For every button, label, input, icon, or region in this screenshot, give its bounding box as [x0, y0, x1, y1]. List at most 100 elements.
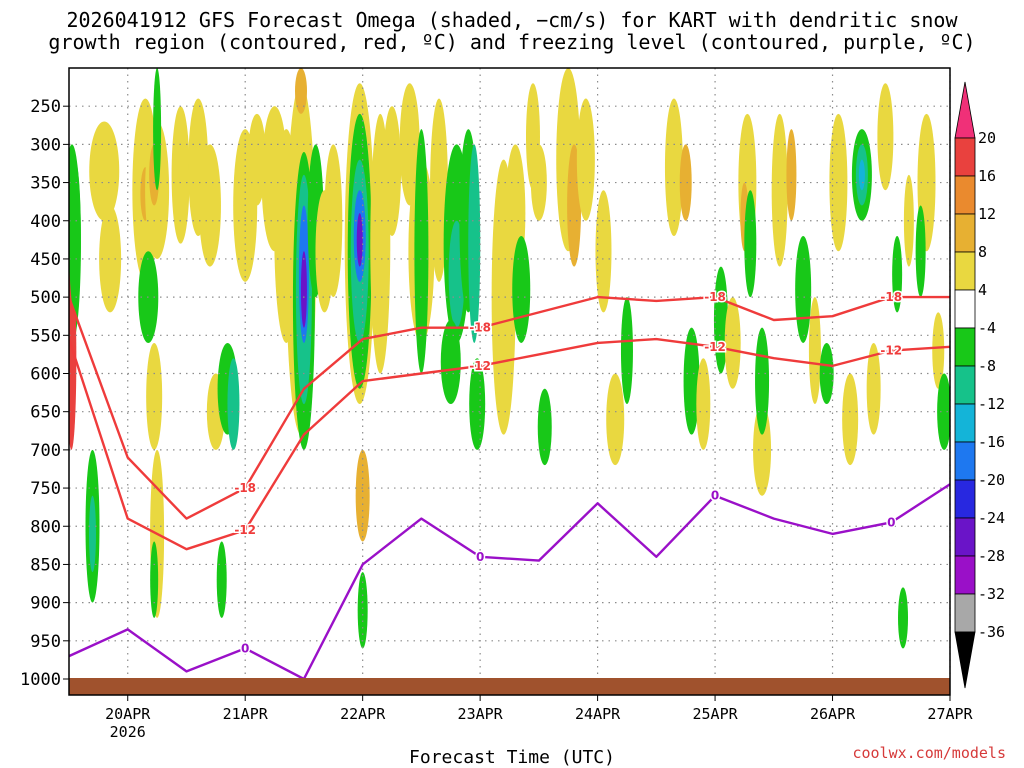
omega-region [468, 144, 481, 343]
colorbar-swatch [954, 327, 976, 367]
colorbar-label: 4 [978, 281, 987, 299]
colorbar-label: -8 [978, 357, 996, 375]
omega-region [829, 113, 848, 252]
contour-label: 0 [476, 550, 484, 564]
omega-region [469, 358, 486, 450]
omega-region [440, 320, 461, 405]
omega-region [877, 83, 894, 191]
colorbar-label: -4 [978, 319, 996, 337]
colorbar-swatch [954, 441, 976, 481]
omega-region [171, 106, 190, 244]
x-tick-label: 23APR [458, 705, 504, 723]
chart-title-line-1: 2026041912 GFS Forecast Omega (shaded, −… [66, 8, 958, 32]
colorbar-label: 16 [978, 167, 996, 185]
omega-region [808, 297, 821, 405]
omega-region [786, 129, 797, 221]
colorbar: 20 16 12 8 4 -4 -8 -12 -16 -20 -24 -28 -32 -36 [954, 81, 1005, 689]
omega-region [595, 190, 612, 313]
colorbar-swatch [954, 365, 976, 405]
colorbar-swatch [954, 631, 976, 689]
omega-region [753, 404, 772, 496]
contour-label: -18 [469, 321, 491, 335]
contour-line-0 [69, 483, 950, 679]
colorbar-swatch [954, 175, 976, 215]
omega-region [892, 236, 903, 313]
colorbar-swatch [954, 555, 976, 595]
omega-region [664, 98, 683, 237]
contour-line--18 [69, 295, 950, 520]
x-tick-label: 26APR [810, 705, 856, 723]
x-tick-label: 27APR [927, 705, 973, 723]
colorbar-label: -12 [978, 395, 1005, 413]
omega-region [795, 236, 812, 343]
omega-region [198, 144, 221, 267]
omega-region [324, 144, 343, 298]
omega-region [153, 68, 162, 191]
colorbar-label: -16 [978, 433, 1005, 451]
omega-region [300, 251, 307, 328]
omega-region [696, 358, 711, 450]
y-tick-label: 350 [30, 174, 61, 194]
omega-region [842, 373, 859, 466]
omega-region [146, 342, 163, 450]
x-tick-label: 22APR [340, 705, 386, 723]
plot-frame [68, 67, 951, 696]
contour-label: 0 [887, 515, 895, 529]
contour-lines: -18 -18 -18 -18 -12 -12 -12 -12 0 0 0 0 [69, 289, 950, 679]
contour-label: -18 [880, 290, 902, 304]
omega-region [88, 495, 96, 573]
omega-region [932, 312, 945, 389]
omega-region [576, 98, 595, 221]
contour-label: 0 [241, 641, 249, 655]
omega-region [357, 572, 368, 649]
y-tick-label: 250 [30, 97, 61, 117]
colorbar-swatch [954, 81, 976, 139]
contour-label: -18 [234, 481, 256, 495]
y-tick-label: 650 [30, 403, 61, 423]
colorbar-swatch [954, 289, 976, 329]
contour-label: 0 [711, 489, 719, 503]
omega-region [819, 342, 834, 405]
omega-region [898, 587, 909, 649]
contour-label: -12 [880, 344, 902, 358]
contour-label: -18 [704, 290, 726, 304]
contour-line--12 [69, 337, 950, 551]
omega-region [99, 205, 122, 313]
omega-region [150, 541, 159, 618]
colorbar-label: -28 [978, 547, 1005, 565]
omega-region [866, 342, 881, 435]
omega-region [383, 106, 402, 237]
y-tick-label: 400 [30, 212, 61, 232]
y-tick-label: 500 [30, 288, 61, 308]
y-tick-label: 850 [30, 555, 61, 575]
omega-region [606, 373, 625, 466]
omega-region [620, 297, 633, 405]
y-tick-label: 950 [30, 632, 61, 652]
colorbar-swatch [954, 251, 976, 291]
omega-region [724, 297, 741, 389]
omega-region [771, 113, 788, 267]
ground-surface [69, 678, 950, 695]
x-tick-label: 25APR [692, 705, 738, 723]
y-axis-ticks: 250 300 350 400 450 500 550 600 650 700 750 800 850 9… [20, 97, 69, 690]
omega-region [858, 159, 865, 191]
omega-shading [69, 68, 950, 649]
colorbar-label: 8 [978, 243, 987, 261]
x-axis-label: Forecast Time (UTC) [409, 747, 615, 768]
y-tick-label: 700 [30, 441, 61, 461]
y-tick-label: 600 [30, 365, 61, 385]
omega-region [69, 159, 81, 313]
colorbar-label: -32 [978, 585, 1005, 603]
colorbar-swatch [954, 403, 976, 443]
omega-region [294, 68, 307, 114]
contour-label: -12 [704, 340, 726, 354]
credit-link[interactable]: coolwx.com/models [852, 744, 1006, 762]
colorbar-swatch [954, 479, 976, 519]
omega-region [89, 121, 120, 221]
y-tick-label: 550 [30, 326, 61, 346]
colorbar-swatch [954, 593, 976, 633]
contour-label: -12 [234, 523, 256, 537]
omega-region [512, 236, 531, 343]
colorbar-label: -20 [978, 471, 1005, 489]
